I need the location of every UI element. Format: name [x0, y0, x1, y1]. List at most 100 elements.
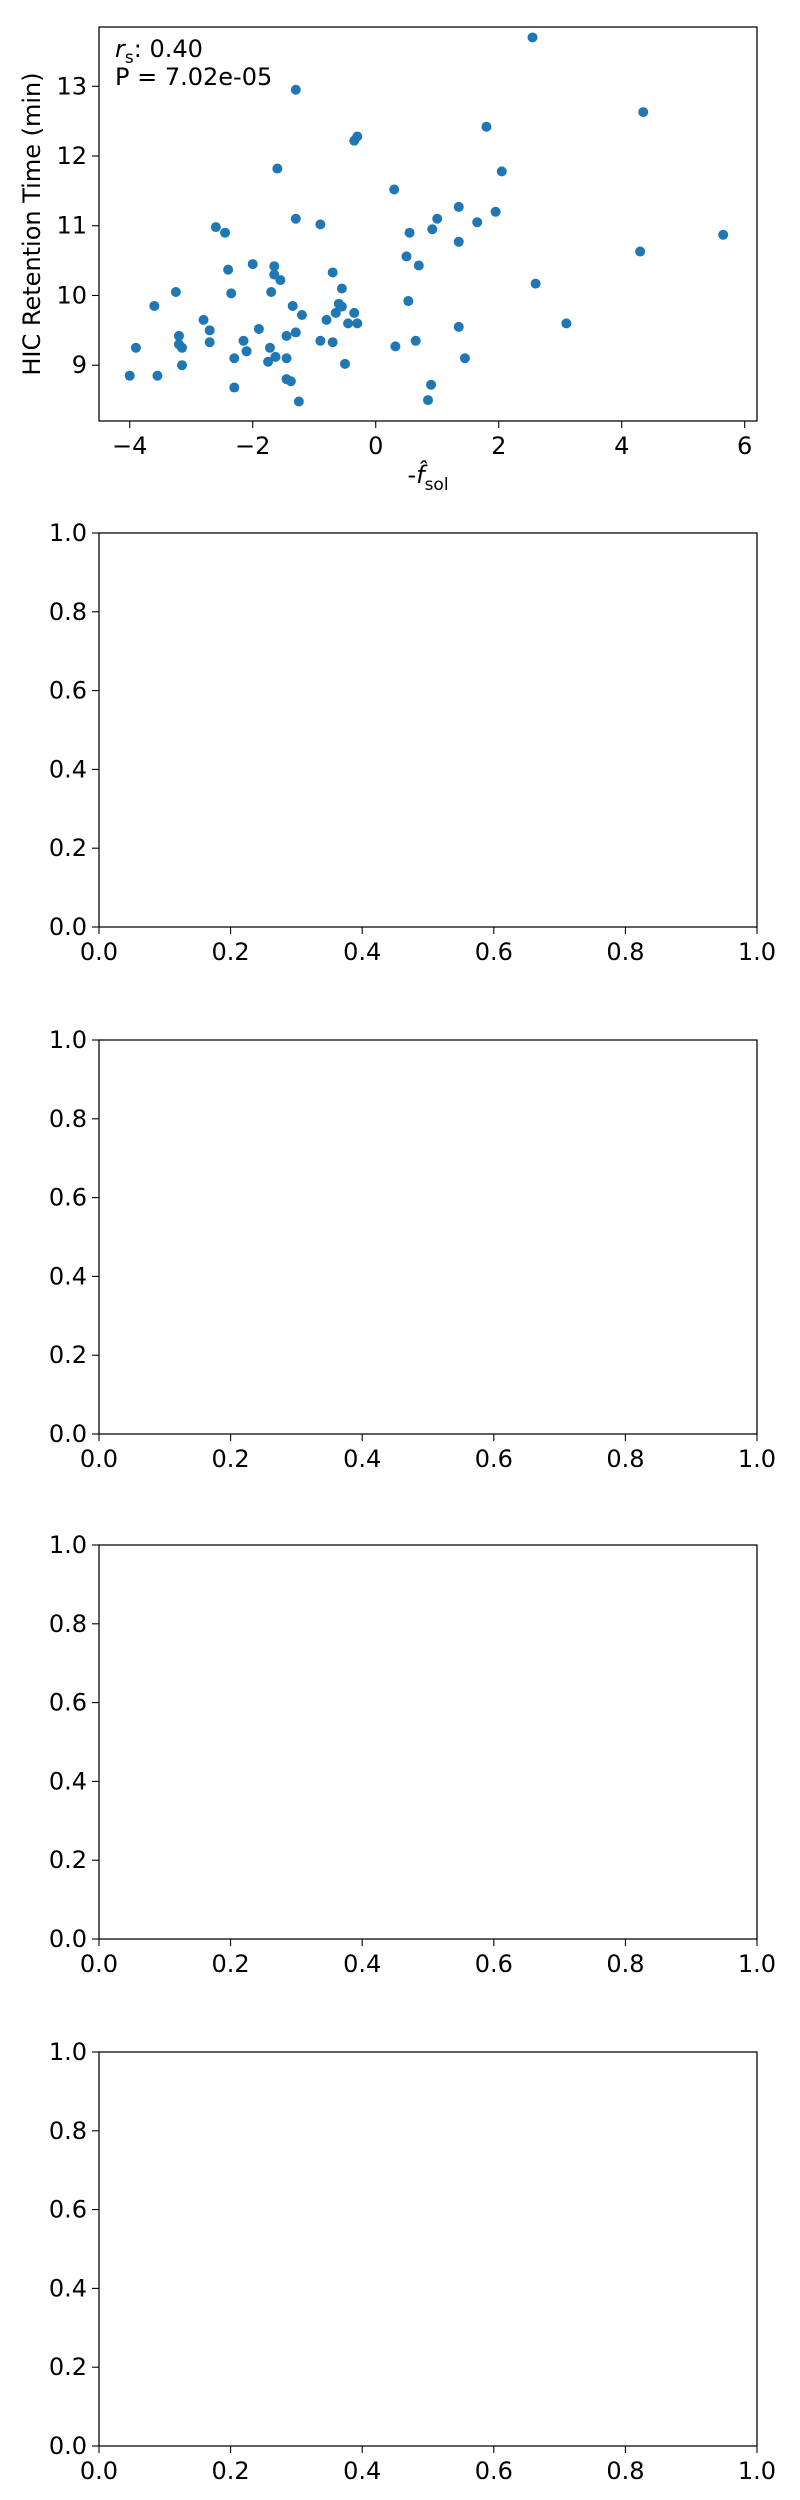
scatter-point — [170, 286, 181, 297]
empty-panel-3: 0.0 0.2 0.4 0.6 0.8 1.0 0.0 0.2 0.4 0.6 0.8 1.0 — [49, 1026, 776, 1473]
scatter-point — [177, 342, 188, 353]
scatter-point — [404, 227, 415, 238]
scatter-point — [204, 337, 215, 348]
scatter-point — [272, 163, 283, 174]
x-tick-label: 0.6 — [475, 1950, 513, 1978]
scatter-point — [173, 330, 184, 341]
y-tick-label: 0.2 — [49, 1846, 87, 1874]
y-ticks: 0.0 0.2 0.4 0.6 0.8 1.0 — [49, 1531, 99, 1953]
scatter-point — [352, 318, 363, 329]
x-tick-label: 0.8 — [606, 1950, 644, 1978]
y-tick-label: 0.6 — [49, 677, 87, 705]
y-ticks: 0.0 0.2 0.4 0.6 0.8 1.0 — [49, 2038, 99, 2460]
rs-symbol: r — [115, 35, 127, 63]
scatter-point — [432, 213, 443, 224]
x-axis-label-prefix: - — [407, 461, 416, 489]
x-tick-label: 1.0 — [738, 938, 776, 966]
scatter-point — [198, 314, 209, 325]
scatter-point — [401, 251, 412, 262]
scatter-point — [427, 224, 438, 235]
x-ticks: −4 −2 0 2 4 6 — [112, 421, 752, 460]
x-ticks: 0.0 0.2 0.4 0.6 0.8 1.0 — [80, 1434, 776, 1473]
x-tick-label: 2 — [491, 432, 506, 460]
y-tick-label: 1.0 — [49, 1531, 87, 1559]
x-axis-label-subscript: sol — [425, 475, 449, 495]
x-tick-label: 1.0 — [738, 1950, 776, 1978]
scatter-point — [635, 246, 646, 257]
x-tick-label: 0.4 — [343, 938, 381, 966]
rs-value: : 0.40 — [134, 35, 203, 63]
scatter-point — [453, 321, 464, 332]
scatter-point — [426, 379, 437, 390]
scatter-point — [264, 342, 275, 353]
y-tick-label: 0.8 — [49, 1105, 87, 1133]
scatter-point — [290, 213, 301, 224]
y-tick-label: 0.2 — [49, 834, 87, 862]
scatter-point — [561, 318, 572, 329]
x-tick-label: 6 — [737, 432, 752, 460]
x-tick-label: 0.2 — [212, 2457, 250, 2485]
scatter-point — [266, 286, 277, 297]
y-tick-label: 0.0 — [49, 913, 87, 941]
scatter-point — [238, 335, 249, 346]
scatter-point — [459, 353, 470, 364]
y-tick-label: 10 — [56, 281, 87, 309]
axes-frame — [98, 2051, 758, 2447]
scatter-point — [343, 318, 354, 329]
scatter-point — [290, 327, 301, 338]
p-value-annotation: P = 7.02e-05 — [115, 63, 272, 91]
x-tick-label: 0.8 — [606, 938, 644, 966]
y-tick-label: 0.0 — [49, 2432, 87, 2460]
scatter-point — [247, 259, 258, 270]
rs-annotation: rs: 0.40 — [115, 35, 203, 68]
y-tick-label: 1.0 — [49, 1026, 87, 1054]
scatter-point — [204, 325, 215, 336]
scatter-panel: −4 −2 0 2 4 6 9 10 11 12 13 HIC Retention Time (m… — [18, 26, 758, 495]
scatter-point — [315, 219, 326, 230]
y-tick-label: 11 — [56, 212, 87, 240]
scatter-point — [352, 131, 363, 142]
y-ticks: 0.0 0.2 0.4 0.6 0.8 1.0 — [49, 519, 99, 941]
y-axis-label: HIC Retention Time (min) — [18, 72, 46, 375]
scatter-point — [269, 261, 280, 272]
y-tick-label: 0.6 — [49, 2196, 87, 2224]
x-tick-label: 0.6 — [475, 2457, 513, 2485]
scatter-point — [296, 310, 307, 321]
x-ticks: 0.0 0.2 0.4 0.6 0.8 1.0 — [80, 2446, 776, 2485]
y-tick-label: 1.0 — [49, 2038, 87, 2066]
y-tick-label: 0.4 — [49, 1262, 87, 1290]
x-tick-label: 0.0 — [80, 1950, 118, 1978]
scatter-point — [530, 278, 541, 289]
scatter-point — [177, 360, 188, 371]
scatter-point — [490, 206, 501, 217]
scatter-point — [281, 353, 292, 364]
scatter-point — [220, 227, 231, 238]
scatter-point — [527, 32, 538, 43]
scatter-point — [472, 217, 483, 228]
axes-frame — [98, 1039, 758, 1435]
scatter-point — [390, 341, 401, 352]
scatter-point — [349, 307, 360, 318]
y-tick-label: 0.2 — [49, 2353, 87, 2381]
y-tick-label: 0.0 — [49, 1420, 87, 1448]
y-ticks: 9 10 11 12 13 — [56, 72, 99, 379]
scatter-point — [718, 229, 729, 240]
scatter-point — [149, 300, 160, 311]
scatter-point — [275, 275, 286, 286]
x-ticks: 0.0 0.2 0.4 0.6 0.8 1.0 — [80, 927, 776, 966]
scatter-point — [124, 370, 135, 381]
scatter-point — [336, 283, 347, 294]
scatter-point — [241, 346, 252, 357]
empty-panel-2: 0.0 0.2 0.4 0.6 0.8 1.0 0.0 0.2 0.4 0.6 0.8 1.0 — [49, 519, 776, 966]
x-tick-label: 0.8 — [606, 2457, 644, 2485]
scatter-point — [290, 84, 301, 95]
y-tick-label: 0.6 — [49, 1184, 87, 1212]
scatter-point — [130, 342, 141, 353]
x-tick-label: 0.4 — [343, 1445, 381, 1473]
axes-frame — [98, 532, 758, 928]
scatter-point — [410, 335, 421, 346]
x-ticks: 0.0 0.2 0.4 0.6 0.8 1.0 — [80, 1939, 776, 1978]
scatter-point — [229, 353, 240, 364]
x-tick-label: 0.6 — [475, 1445, 513, 1473]
rs-subscript: s — [125, 48, 134, 68]
